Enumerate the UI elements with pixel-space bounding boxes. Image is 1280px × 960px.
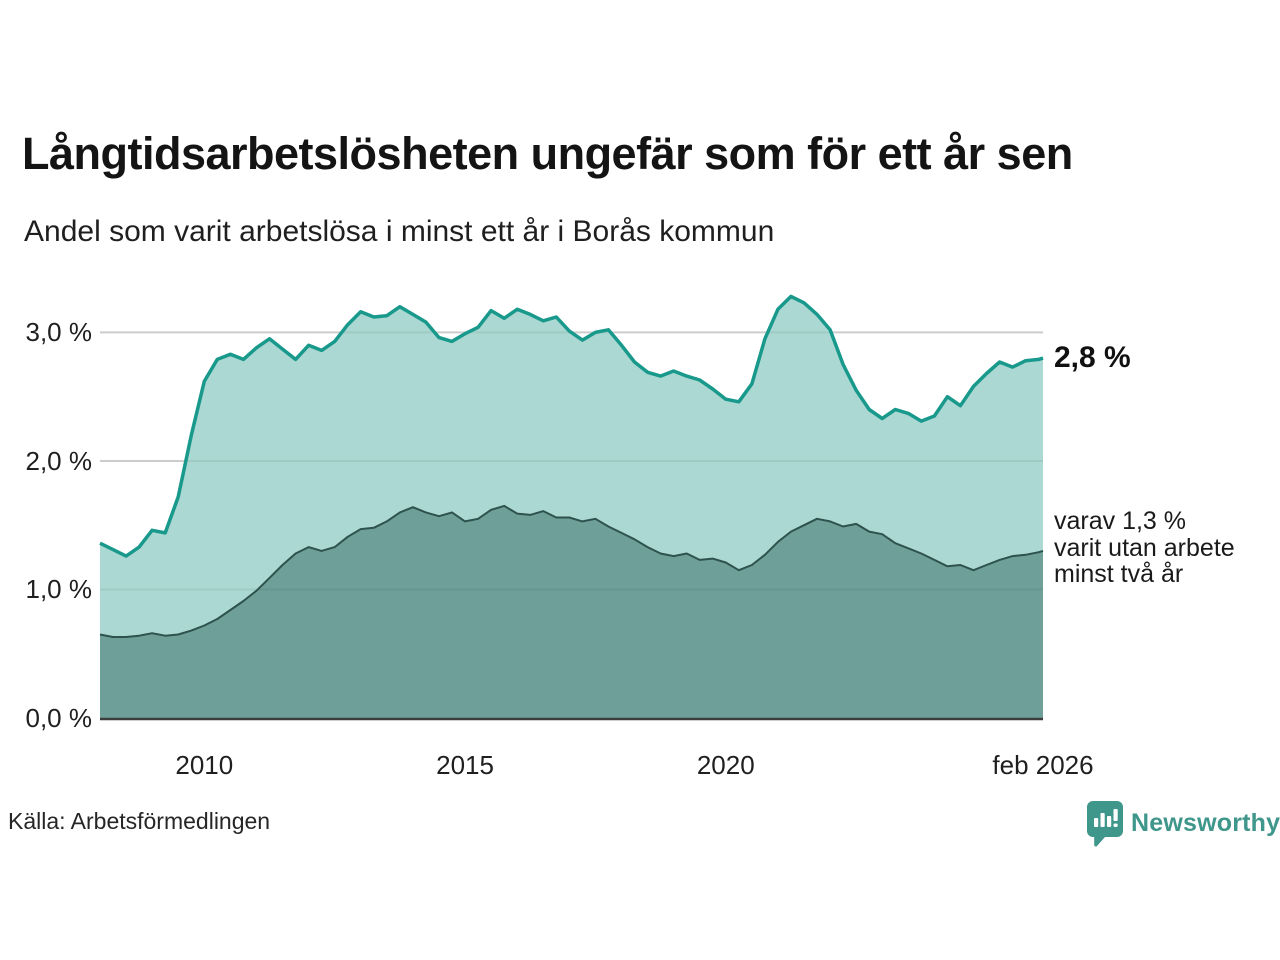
x-tick-2: 2020 [696, 750, 755, 780]
detail-annotation-line-2: varit utan arbete [1054, 533, 1235, 562]
x-tick-0: 2010 [175, 750, 234, 780]
x-tick-1: 2015 [436, 750, 494, 780]
brand-name: Newsworthy [1131, 809, 1280, 837]
y-tick-1: 2,0 % [25, 445, 93, 476]
brand-logo: Newsworthy [1086, 800, 1280, 847]
page-title: Långtidsarbetslösheten ungefär som för e… [22, 128, 1073, 179]
y-tick-0: 3,0 % [25, 317, 93, 348]
page-subtitle: Andel som varit arbetslösa i minst ett å… [24, 215, 775, 248]
x-tick-3: feb 2026 [992, 750, 1094, 780]
y-tick-3: 0,0 % [25, 703, 93, 733]
y-tick-2: 1,0 % [25, 574, 93, 605]
detail-annotation: varav 1,3 % varit utan arbete minst två … [1054, 508, 1235, 588]
detail-annotation-line-3: minst två år [1054, 560, 1184, 588]
end-value-annotation: 2,8 % [1054, 341, 1131, 375]
source-label: Källa: Arbetsförmedlingen [8, 808, 271, 834]
detail-annotation-line-1: varav 1,3 % [1054, 507, 1187, 535]
newsworthy-logo-icon [1086, 800, 1124, 847]
